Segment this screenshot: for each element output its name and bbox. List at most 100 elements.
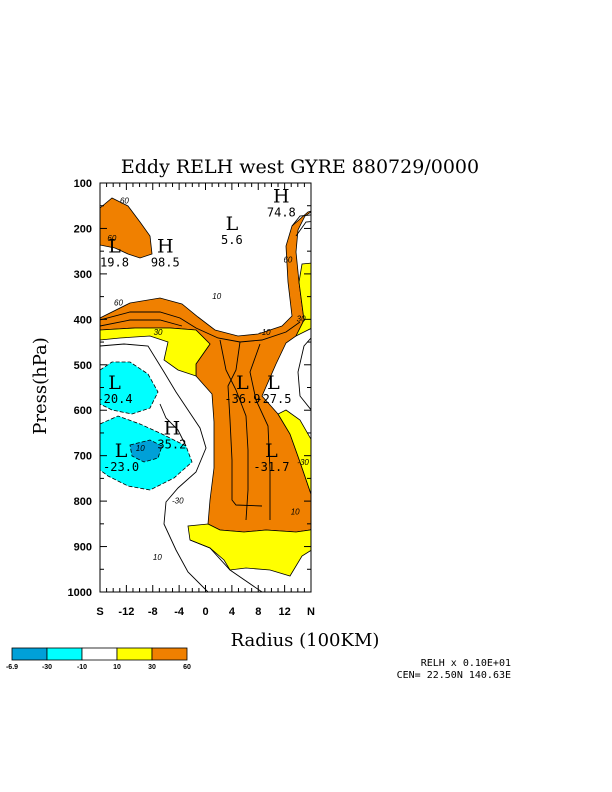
contour-lines (100, 192, 511, 592)
contour-line-30-upper (100, 319, 183, 327)
orange-region-upper-right (368, 184, 511, 333)
legend-label: -10 (77, 664, 87, 671)
extremum-letter: L (236, 372, 249, 394)
y-tick-label: 500 (74, 360, 92, 372)
blue-region-center (344, 346, 458, 494)
contour-label: 10 (212, 292, 221, 301)
blue-region-left (129, 439, 163, 463)
yellow-band-lower (187, 409, 311, 577)
x-tick-label: -4 (174, 606, 185, 618)
contour-line-top-right2 (446, 192, 492, 240)
legend-swatch (151, 647, 188, 661)
x-tick-label: N (307, 606, 315, 618)
color-legend: -6.9 -30 -10 10 30 60 (6, 647, 191, 671)
yellow-band-upper-right (360, 263, 511, 342)
extremum-value: 5.6 (221, 233, 243, 247)
orange-region-upper-left (100, 197, 153, 259)
yellow-band-upper (100, 327, 211, 377)
legend-label: 10 (113, 664, 121, 671)
yellow-band-rightcorner (470, 400, 511, 592)
contour-label: 60 (283, 256, 292, 265)
x-tick-label: 4 (229, 606, 236, 618)
extremum-value: 74.8 (267, 206, 296, 220)
contour-line-center-3 (249, 343, 271, 520)
extremum-letter: L (108, 236, 121, 258)
cyan-fill-regions (100, 332, 511, 550)
contour-line-upper-right-3 (476, 268, 490, 314)
extremum-value: -27.5 (255, 392, 291, 406)
info-line-scale: RELH x 0.10E+01 (421, 658, 511, 669)
legend-label: 60 (183, 664, 191, 671)
contour-label: 10 (291, 508, 300, 517)
extremum-letter: H (157, 236, 174, 258)
info-line-center: CEN= 22.50N 140.63E (397, 670, 511, 681)
x-tick-label: -12 (118, 606, 134, 618)
x-tick-label: 0 (202, 606, 208, 618)
extremum-letter: L (115, 440, 128, 462)
contour-label: 30 (154, 328, 163, 337)
cyan-region-right-edge (503, 340, 511, 398)
contour-line-10-left (159, 403, 187, 447)
contour-line-upper-right-4 (452, 264, 480, 290)
y-tick-label: 200 (74, 223, 92, 235)
y-tick-label: 400 (74, 314, 92, 326)
contour-line-center-1 (219, 339, 249, 521)
contour-line-zero-right2 (430, 334, 511, 340)
y-ticks: 100 200 300 400 500 600 700 800 900 1000 (68, 178, 311, 599)
contour-line-zero-left (100, 343, 209, 592)
x-axis-label: Radius (100KM) (231, 630, 380, 651)
contour-label: 60 (120, 196, 129, 205)
extremum-value: -31.7 (253, 460, 289, 474)
contour-line-inner-low (348, 350, 382, 394)
contour-line-zero-mid (297, 337, 311, 411)
contour-line-tongue-inner2 (295, 221, 311, 237)
contour-label: 60 (107, 234, 116, 243)
extremum-value: 35.2 (157, 437, 186, 451)
legend-swatch (116, 647, 153, 661)
extremum-letter: H (164, 417, 181, 439)
y-tick-label: 900 (74, 542, 92, 554)
contour-label: 60 (114, 299, 123, 308)
contour-line-tongue-inner (291, 214, 311, 227)
extremum-letter: H (273, 186, 290, 208)
contour-line-upper-right-1 (364, 208, 440, 216)
cyan-region-center (314, 332, 470, 550)
contour-label: -30 (172, 496, 184, 505)
y-tick-label: 300 (74, 269, 92, 281)
y-tick-label: 1000 (68, 587, 92, 599)
y-axis-label: Press(hPa) (30, 337, 51, 435)
extremum-letter: L (108, 372, 121, 394)
contour-line-10-lower (189, 539, 263, 592)
extremum-value: 19.8 (100, 256, 129, 270)
blue-fill-regions (129, 346, 458, 494)
x-tick-label: 12 (279, 606, 291, 618)
extremum-value: -20.4 (96, 392, 132, 406)
y-tick-label: 800 (74, 496, 92, 508)
extremum-letter: L (267, 372, 280, 394)
legend-swatch (46, 647, 83, 661)
yellow-band-midcolumn (295, 262, 311, 337)
y-tick-label: 600 (74, 405, 92, 417)
contour-label: 10 (153, 553, 162, 562)
extremum-value: -23.0 (103, 460, 139, 474)
contour-label: 30 (297, 315, 306, 324)
contour-label: -10 (259, 328, 271, 337)
contour-line-center-2 (227, 341, 263, 507)
legend-label: 30 (148, 664, 156, 671)
legend-swatch (11, 647, 48, 661)
y-tick-label: 700 (74, 451, 92, 463)
extremum-value: 98.5 (151, 256, 180, 270)
contour-line-60-upper (100, 311, 301, 343)
y-tick-label: 100 (74, 178, 92, 190)
yellow-notch-top (350, 218, 420, 263)
contour-line-upper-right-2 (404, 264, 444, 316)
legend-swatch (81, 647, 118, 661)
x-tick-label: -8 (148, 606, 158, 618)
yellow-fill-regions (100, 218, 511, 592)
extremum-letter: L (226, 213, 239, 235)
contour-line-zero-right (346, 394, 511, 592)
extremum-letter: L (265, 440, 278, 462)
x-tick-label: 8 (255, 606, 261, 618)
